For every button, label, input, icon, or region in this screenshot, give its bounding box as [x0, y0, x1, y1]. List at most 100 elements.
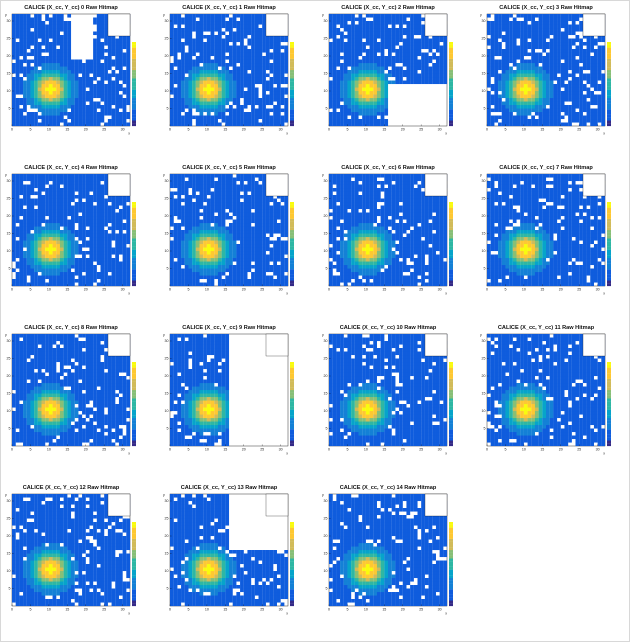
heatmap-cell: [329, 31, 333, 36]
heatmap-cell: [126, 237, 131, 241]
heatmap-cell: [362, 98, 366, 102]
heatmap-cell: [52, 101, 57, 106]
heatmap-cell: [240, 77, 244, 81]
heatmap-cell: [203, 63, 207, 67]
heatmap-cell: [365, 49, 370, 53]
heatmap-cell: [505, 84, 510, 88]
heatmap-cell: [203, 35, 207, 39]
heatmap-cell: [273, 272, 277, 276]
heatmap-cell: [534, 56, 539, 60]
heatmap-cell: [553, 73, 558, 78]
heatmap-cell: [358, 49, 363, 53]
heatmap-cell: [501, 35, 506, 39]
heatmap-cell: [546, 45, 550, 50]
x-tick-label: 10: [205, 128, 209, 132]
heatmap-cell: [347, 17, 352, 22]
heatmap-cell: [280, 35, 285, 39]
heatmap-cell: [520, 98, 524, 102]
heatmap-cell: [399, 28, 403, 32]
heatmap-cell: [188, 112, 193, 116]
heatmap-cell: [413, 66, 418, 71]
heatmap-cell: [45, 258, 49, 262]
heatmap-cell: [516, 73, 521, 78]
heatmap-cell: [37, 17, 42, 22]
heatmap-cell: [59, 244, 64, 248]
palette-step: [449, 114, 453, 118]
heatmap-cell: [487, 73, 491, 78]
heatmap-cell: [254, 35, 259, 39]
palette-step: [132, 218, 136, 222]
heatmap-cell: [336, 56, 341, 60]
heatmap-cell: [542, 17, 547, 22]
heatmap-cell: [184, 254, 189, 259]
heatmap-cell: [373, 66, 377, 71]
heatmap-cell: [549, 108, 554, 113]
heatmap-cell: [126, 56, 131, 60]
heatmap-cell: [206, 112, 211, 116]
heatmap-cell: [597, 52, 602, 57]
heatmap-cell: [365, 122, 370, 127]
heatmap-cell: [395, 70, 400, 74]
heatmap-cell: [217, 258, 222, 262]
heatmap-cell: [421, 59, 425, 64]
heatmap-cell: [520, 14, 524, 18]
heatmap-cell: [199, 101, 204, 106]
heatmap-cell: [59, 219, 64, 224]
heatmap-cell: [225, 254, 230, 259]
heatmap-cell: [247, 115, 252, 120]
heatmap-cell: [82, 112, 86, 116]
heatmap-cell: [560, 21, 565, 25]
heatmap-cell: [56, 119, 60, 123]
heatmap-cell: [512, 119, 517, 123]
heatmap-cell: [12, 198, 16, 203]
heatmap-cell: [362, 119, 366, 123]
heatmap-cell: [351, 122, 355, 127]
heatmap-cell: [538, 21, 543, 25]
heatmap-cell: [96, 38, 101, 43]
heatmap-cell: [542, 14, 547, 18]
heatmap-cell: [369, 73, 374, 78]
heatmap-cell: [590, 49, 594, 53]
heatmap-cell: [424, 70, 429, 74]
heatmap-cell: [575, 105, 580, 109]
heatmap-cell: [265, 254, 270, 259]
heatmap-cell: [254, 258, 259, 262]
heatmap-cell: [369, 122, 374, 127]
heatmap-cell: [59, 275, 64, 280]
heatmap-cell: [531, 73, 535, 78]
heatmap-cell: [89, 112, 94, 116]
heatmap-cell: [329, 63, 333, 67]
heatmap-cell: [505, 122, 510, 127]
heatmap-cell: [388, 49, 392, 53]
heatmap-cell: [516, 49, 521, 53]
heatmap-cell: [262, 282, 266, 287]
heatmap-cell: [332, 35, 337, 39]
heatmap-cell: [104, 251, 108, 255]
heatmap-cell: [45, 254, 49, 259]
heatmap-cell: [78, 230, 83, 234]
heatmap-cell: [232, 258, 237, 262]
heatmap-cell: [505, 73, 510, 78]
heatmap-cell: [100, 268, 105, 273]
heatmap-cell: [265, 66, 270, 71]
heatmap-cell: [373, 17, 377, 22]
heatmap-cell: [534, 59, 539, 64]
heatmap-cell: [590, 115, 594, 120]
heatmap-cell: [247, 87, 252, 92]
heatmap-cell: [343, 21, 348, 25]
palette-step: [607, 81, 611, 85]
heatmap-cell: [71, 119, 75, 123]
palette-step: [449, 72, 453, 76]
palette-step: [132, 213, 136, 217]
heatmap-cell: [347, 63, 352, 67]
heatmap-cell: [236, 275, 241, 280]
heatmap-cell: [107, 279, 112, 283]
heatmap-cell: [34, 91, 38, 95]
heatmap-cell: [170, 77, 174, 81]
heatmap-cell: [369, 101, 374, 106]
heatmap-cell: [67, 272, 72, 276]
heatmap-cell: [373, 115, 377, 120]
heatmap-cell: [265, 63, 270, 67]
heatmap-cell: [520, 56, 524, 60]
heatmap-cell: [329, 112, 333, 116]
